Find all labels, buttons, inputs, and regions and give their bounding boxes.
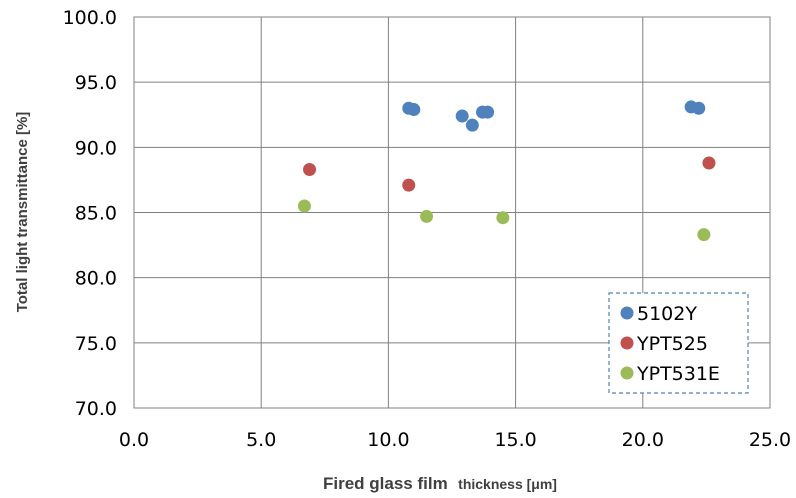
plot-area-border: [133, 16, 771, 409]
y-axis-title: Total light transmittance [%]: [14, 112, 31, 313]
x-axis-title-main: Fired glass film: [323, 474, 448, 493]
data-point-5102y: [407, 103, 421, 117]
y-tick-label: 75.0: [75, 333, 117, 355]
data-point-ypt531e: [697, 228, 711, 242]
data-point-ypt531e: [297, 199, 311, 213]
data-points: [297, 100, 716, 242]
data-point-ypt525: [702, 156, 716, 170]
y-tick-label: 95.0: [75, 72, 117, 94]
legend-marker: [620, 366, 634, 380]
legend-label: 5102Y: [637, 303, 697, 325]
data-point-5102y: [481, 105, 495, 119]
data-point-ypt531e: [420, 209, 434, 223]
legend: 5102Y YPT525 YPT531E: [608, 292, 749, 394]
x-tick-label: 5.0: [246, 429, 276, 451]
x-tick-label: 25.0: [749, 429, 791, 451]
x-tick-label: 15.0: [494, 429, 536, 451]
legend-marker: [620, 306, 634, 320]
data-point-ypt531e: [496, 211, 510, 225]
x-tick-label: 0.0: [119, 429, 149, 451]
data-point-ypt525: [303, 162, 317, 176]
y-tick-label: 80.0: [75, 268, 117, 290]
x-tick-label: 20.0: [622, 429, 664, 451]
y-axis-ticks: 70.0 75.0 80.0 85.0 90.0 95.0 100.0: [63, 7, 117, 420]
x-axis-title-unit: thickness [μm]: [458, 476, 557, 492]
y-tick-label: 100.0: [63, 7, 117, 29]
y-tick-label: 85.0: [75, 203, 117, 225]
x-axis-title: Fired glass film thickness [μm]: [323, 474, 557, 493]
data-point-5102y: [455, 109, 469, 123]
legend-label: YPT531E: [636, 363, 720, 385]
legend-marker: [620, 336, 634, 350]
data-point-ypt525: [402, 178, 416, 192]
data-point-5102y: [692, 101, 706, 115]
x-axis-ticks: 0.0 5.0 10.0 15.0 20.0 25.0: [119, 429, 791, 451]
y-tick-label: 90.0: [75, 137, 117, 159]
x-tick-label: 10.0: [367, 429, 409, 451]
y-tick-label: 70.0: [75, 398, 117, 420]
data-point-5102y: [465, 118, 479, 132]
legend-label: YPT525: [636, 333, 708, 355]
